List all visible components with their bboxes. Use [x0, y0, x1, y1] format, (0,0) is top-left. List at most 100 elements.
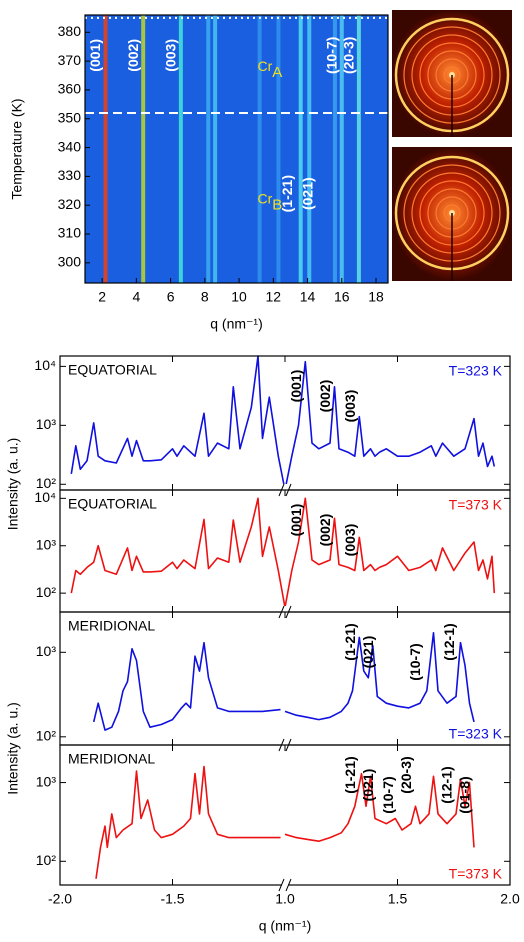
panel-label: MERIDIONAL	[68, 618, 155, 634]
streak	[298, 15, 303, 283]
frame	[84, 14, 389, 284]
y-tick-label: 340	[58, 138, 82, 154]
streak	[206, 15, 211, 283]
peak-label: (021)	[360, 769, 376, 802]
peak-label: (003)	[163, 39, 179, 72]
x-tick-label: 4	[132, 289, 140, 305]
peak-label: (001)	[288, 370, 304, 403]
y-tick-label: 10³	[36, 416, 57, 432]
x-axis-label: q (nm⁻¹)	[259, 918, 312, 934]
map-background	[85, 15, 388, 283]
phase-subscript: A	[272, 64, 282, 81]
peak-label: (021)	[360, 636, 376, 669]
streak	[213, 15, 218, 283]
data-line	[92, 632, 475, 731]
peak-label: (003)	[342, 524, 358, 557]
peak-label: (1-21)	[342, 623, 358, 660]
data-line	[70, 355, 496, 491]
temperature-label: T=323 K	[449, 726, 503, 742]
x-tick-label: 16	[334, 289, 350, 305]
temperature-label: T=373 K	[449, 497, 503, 513]
streak	[141, 15, 146, 283]
y-axis-label: Intensity (a. u.)	[5, 438, 21, 531]
y-tick-label: 380	[58, 23, 82, 39]
peak-label: (003)	[342, 390, 358, 423]
temperature-label: T=373 K	[449, 866, 503, 882]
y-tick-label: 10⁴	[34, 357, 56, 373]
peak-label: (01-8)	[457, 776, 473, 813]
peak-label: (002)	[317, 380, 333, 413]
y-axis-label: Intensity (a. u.)	[5, 702, 21, 795]
x-tick-label: 1.0	[275, 891, 295, 907]
y-tick-label: 10²	[36, 728, 57, 744]
phase-name: Cr	[257, 58, 272, 74]
peak-label: (1-21)	[279, 175, 295, 212]
x-tick-label: 2.0	[500, 891, 520, 907]
diffraction-image	[392, 10, 512, 137]
y-axis-label: Temperature (K)	[9, 98, 25, 199]
y-tick-label: 320	[58, 196, 82, 212]
panel-label: EQUATORIAL	[68, 362, 157, 378]
panel-label: MERIDIONAL	[68, 751, 155, 767]
phase-subscript: B	[272, 196, 282, 213]
y-tick-label: 10⁴	[34, 489, 56, 505]
y-tick-label: 10³	[36, 643, 57, 659]
axis-break	[285, 878, 292, 892]
diffraction-image	[392, 147, 512, 281]
x-tick-label: 6	[167, 289, 175, 305]
streak	[356, 15, 361, 283]
x-tick-label: -2.0	[48, 891, 72, 907]
phase-label: CrA	[257, 58, 282, 81]
peak-label: (001)	[87, 39, 103, 72]
phase-label: CrB	[257, 190, 282, 213]
peak-label: (002)	[317, 514, 333, 547]
peak-label: (10-7)	[380, 776, 396, 813]
temperature-label: T=323 K	[449, 363, 503, 379]
peak-label: (10-7)	[407, 643, 423, 680]
data-line	[95, 765, 475, 879]
y-tick-label: 360	[58, 81, 82, 97]
streak	[307, 15, 312, 283]
phase-name: Cr	[257, 190, 272, 206]
peak-label: (20-3)	[398, 756, 414, 793]
peak-label: (1-21)	[342, 756, 358, 793]
axis-break-gap	[282, 879, 288, 891]
x-axis-label: q (nm⁻¹)	[210, 316, 263, 332]
y-tick-label: 350	[58, 109, 82, 125]
peak-label: (20-3)	[341, 37, 357, 74]
y-tick-label: 330	[58, 167, 82, 183]
peak-label: (001)	[288, 504, 304, 537]
y-tick-label: 10³	[36, 536, 57, 552]
peak-label: (12-1)	[439, 766, 455, 803]
axis-break	[278, 878, 285, 892]
x-tick-label: 1.5	[388, 891, 408, 907]
x-tick-label: 12	[266, 289, 282, 305]
y-tick-label: 10²	[36, 475, 57, 491]
y-tick-label: 10²	[36, 852, 57, 868]
peak-label: (021)	[300, 177, 316, 210]
streak	[257, 15, 262, 283]
streak	[103, 15, 108, 283]
x-tick-label: 14	[300, 289, 316, 305]
y-tick-label: 10²	[36, 584, 57, 600]
streak	[178, 15, 183, 283]
peak-label: (002)	[125, 39, 141, 72]
data-line	[70, 497, 496, 609]
x-tick-label: 8	[201, 289, 209, 305]
x-tick-label: 18	[368, 289, 384, 305]
x-tick-label: 10	[231, 289, 247, 305]
peak-label: (12-1)	[441, 623, 457, 660]
y-tick-label: 300	[58, 254, 82, 270]
panel-label: EQUATORIAL	[68, 496, 157, 512]
peak-label: (10-7)	[323, 37, 339, 74]
streak	[339, 15, 344, 283]
x-tick-label: 2	[98, 289, 106, 305]
y-tick-label: 310	[58, 225, 82, 241]
streak	[332, 15, 337, 283]
y-tick-label: 10³	[36, 773, 57, 789]
streak	[276, 15, 281, 283]
y-tick-label: 370	[58, 52, 82, 68]
x-tick-label: -1.5	[160, 891, 184, 907]
